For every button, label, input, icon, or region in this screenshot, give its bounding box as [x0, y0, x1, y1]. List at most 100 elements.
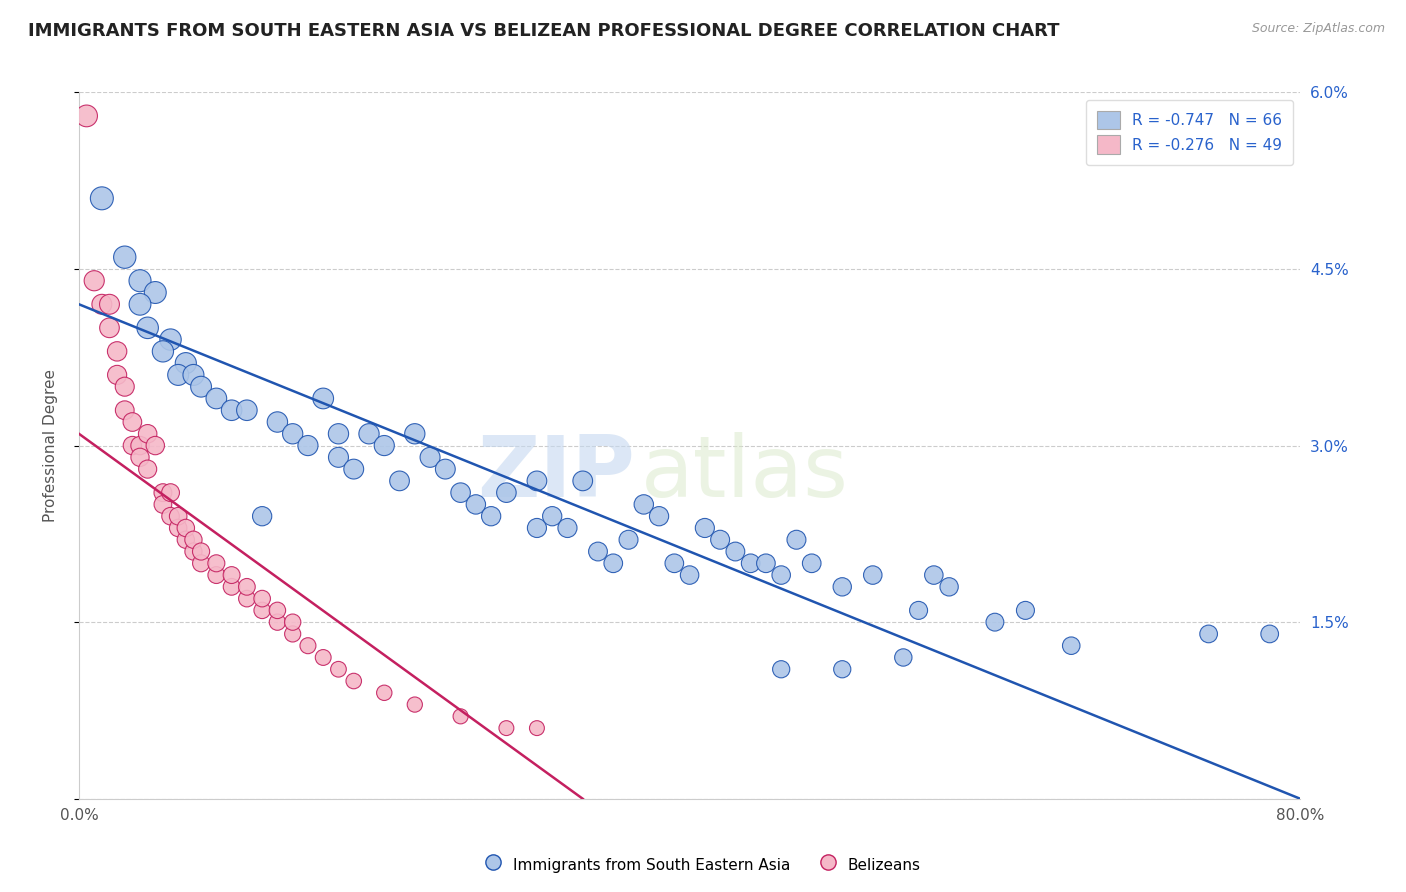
Point — [586, 544, 609, 558]
Point — [1258, 627, 1281, 641]
Point — [152, 344, 174, 359]
Point — [404, 698, 426, 712]
Point — [221, 580, 243, 594]
Point — [1198, 627, 1220, 641]
Point — [328, 426, 350, 441]
Point — [136, 321, 159, 335]
Point — [183, 368, 205, 382]
Point — [143, 285, 166, 300]
Point — [541, 509, 564, 524]
Point — [495, 485, 517, 500]
Point — [205, 556, 228, 570]
Point — [76, 109, 98, 123]
Point — [740, 556, 762, 570]
Point — [419, 450, 441, 465]
Point — [450, 709, 472, 723]
Point — [664, 556, 686, 570]
Point — [907, 603, 929, 617]
Point — [281, 426, 304, 441]
Point — [183, 544, 205, 558]
Point — [174, 521, 197, 535]
Point — [167, 509, 190, 524]
Point — [250, 509, 273, 524]
Point — [450, 485, 472, 500]
Point — [343, 462, 366, 476]
Point — [90, 297, 112, 311]
Point — [121, 415, 143, 429]
Point — [236, 591, 259, 606]
Point — [297, 639, 319, 653]
Point — [709, 533, 731, 547]
Text: ZIP: ZIP — [477, 433, 634, 516]
Point — [571, 474, 593, 488]
Y-axis label: Professional Degree: Professional Degree — [44, 369, 58, 522]
Point — [373, 439, 395, 453]
Point — [90, 191, 112, 205]
Point — [221, 403, 243, 417]
Point — [617, 533, 640, 547]
Point — [831, 662, 853, 676]
Point — [1014, 603, 1036, 617]
Point — [174, 356, 197, 370]
Point — [266, 603, 288, 617]
Point — [785, 533, 807, 547]
Point — [479, 509, 502, 524]
Text: Source: ZipAtlas.com: Source: ZipAtlas.com — [1251, 22, 1385, 36]
Point — [724, 544, 747, 558]
Point — [862, 568, 884, 582]
Point — [136, 462, 159, 476]
Point — [312, 392, 335, 406]
Point — [190, 380, 212, 394]
Point — [328, 662, 350, 676]
Point — [221, 568, 243, 582]
Text: IMMIGRANTS FROM SOUTH EASTERN ASIA VS BELIZEAN PROFESSIONAL DEGREE CORRELATION C: IMMIGRANTS FROM SOUTH EASTERN ASIA VS BE… — [28, 22, 1060, 40]
Point — [105, 344, 128, 359]
Point — [129, 439, 152, 453]
Point — [205, 392, 228, 406]
Text: atlas: atlas — [641, 433, 849, 516]
Point — [159, 333, 181, 347]
Point — [831, 580, 853, 594]
Point — [98, 321, 121, 335]
Point — [129, 274, 152, 288]
Point — [250, 603, 273, 617]
Point — [495, 721, 517, 735]
Point — [693, 521, 716, 535]
Point — [602, 556, 624, 570]
Point — [152, 485, 174, 500]
Point — [190, 556, 212, 570]
Point — [236, 403, 259, 417]
Legend: R = -0.747   N = 66, R = -0.276   N = 49: R = -0.747 N = 66, R = -0.276 N = 49 — [1085, 100, 1292, 165]
Point — [770, 568, 793, 582]
Point — [266, 415, 288, 429]
Point — [250, 591, 273, 606]
Point — [114, 250, 136, 264]
Point — [136, 426, 159, 441]
Point — [328, 450, 350, 465]
Point — [159, 485, 181, 500]
Point — [755, 556, 778, 570]
Point — [938, 580, 960, 594]
Point — [152, 497, 174, 511]
Point — [236, 580, 259, 594]
Point — [167, 521, 190, 535]
Point — [143, 439, 166, 453]
Point — [526, 474, 548, 488]
Point — [648, 509, 671, 524]
Point — [174, 533, 197, 547]
Point — [373, 686, 395, 700]
Point — [434, 462, 457, 476]
Point — [266, 615, 288, 629]
Point — [343, 673, 366, 688]
Point — [281, 615, 304, 629]
Point — [83, 274, 105, 288]
Point — [167, 368, 190, 382]
Point — [678, 568, 700, 582]
Legend: Immigrants from South Eastern Asia, Belizeans: Immigrants from South Eastern Asia, Beli… — [479, 849, 927, 880]
Point — [114, 380, 136, 394]
Point — [312, 650, 335, 665]
Point — [922, 568, 945, 582]
Point — [159, 509, 181, 524]
Point — [800, 556, 823, 570]
Point — [984, 615, 1007, 629]
